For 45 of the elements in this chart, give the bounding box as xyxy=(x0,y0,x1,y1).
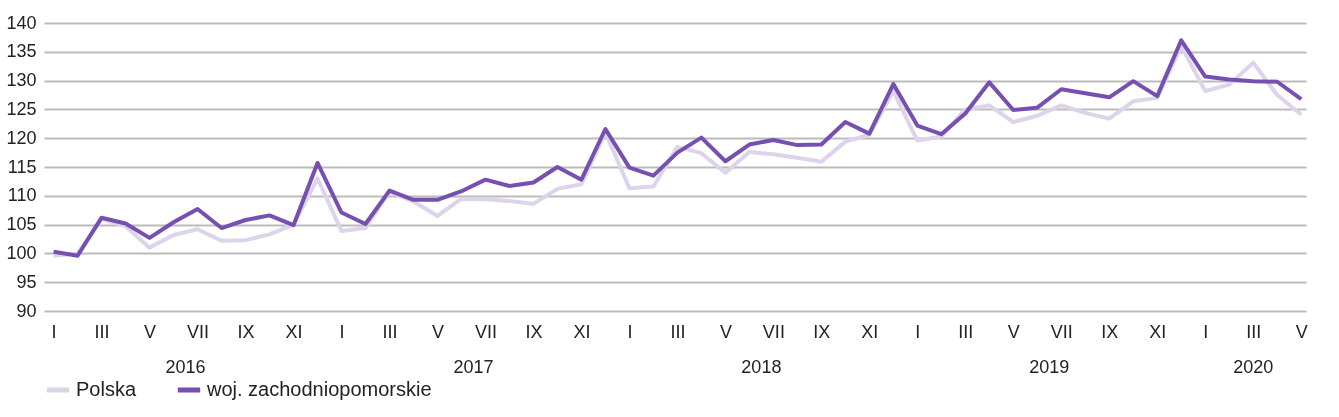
x-tick-label: VII xyxy=(1050,321,1073,342)
text: 2018 xyxy=(741,357,782,377)
y-tick-label: 95 xyxy=(16,271,37,292)
x-tick-label: III xyxy=(94,321,110,342)
x-tick-label: IX xyxy=(237,321,255,342)
text: 2016 xyxy=(165,357,206,377)
y-tick-label: 100 xyxy=(6,242,37,263)
x-tick-label: I xyxy=(51,321,57,342)
x-tick-label: XI xyxy=(285,321,303,342)
y-tick-label: 130 xyxy=(6,70,37,91)
x-tick-label: V xyxy=(1007,321,1020,342)
legend-label: Polska xyxy=(76,378,137,400)
legend-label: woj. zachodniopomorskie xyxy=(206,378,432,400)
x-tick-label: V xyxy=(719,321,732,342)
y-tick-label: 135 xyxy=(6,41,37,62)
y-tick-label: 125 xyxy=(6,98,37,119)
x-tick-label: VII xyxy=(187,321,210,342)
y-tick-label: 110 xyxy=(7,185,37,206)
x-tick-label: VII xyxy=(762,321,785,342)
x-tick-label: IX xyxy=(813,321,831,342)
x-tick-label: III xyxy=(382,321,398,342)
x-tick-label: V xyxy=(144,321,157,342)
x-tick-label: XI xyxy=(861,321,879,342)
y-tick-label: 120 xyxy=(6,127,37,148)
x-tick-label: I xyxy=(915,321,921,342)
y-tick-label: 140 xyxy=(6,12,37,33)
x-tick-label: III xyxy=(1246,321,1262,342)
x-tick-label: IX xyxy=(1101,321,1119,342)
y-tick-label: 115 xyxy=(7,156,37,177)
x-tick-label: I xyxy=(1203,321,1209,342)
y-tick-label: 90 xyxy=(16,300,37,321)
x-tick-label: XI xyxy=(1149,321,1167,342)
x-tick-label: XI xyxy=(573,321,591,342)
x-tick-label: V xyxy=(1295,321,1308,342)
x-tick-label: I xyxy=(339,321,345,342)
x-tick-label: III xyxy=(670,321,686,342)
x-tick-label: I xyxy=(627,321,633,342)
x-tick-label: IX xyxy=(525,321,543,342)
x-tick-label: VII xyxy=(474,321,497,342)
x-tick-label: III xyxy=(958,321,974,342)
text: 2019 xyxy=(1029,357,1070,377)
y-tick-label: 105 xyxy=(6,214,37,235)
text: 2017 xyxy=(453,357,494,377)
x-tick-label: V xyxy=(431,321,444,342)
text: 2020 xyxy=(1233,357,1274,377)
